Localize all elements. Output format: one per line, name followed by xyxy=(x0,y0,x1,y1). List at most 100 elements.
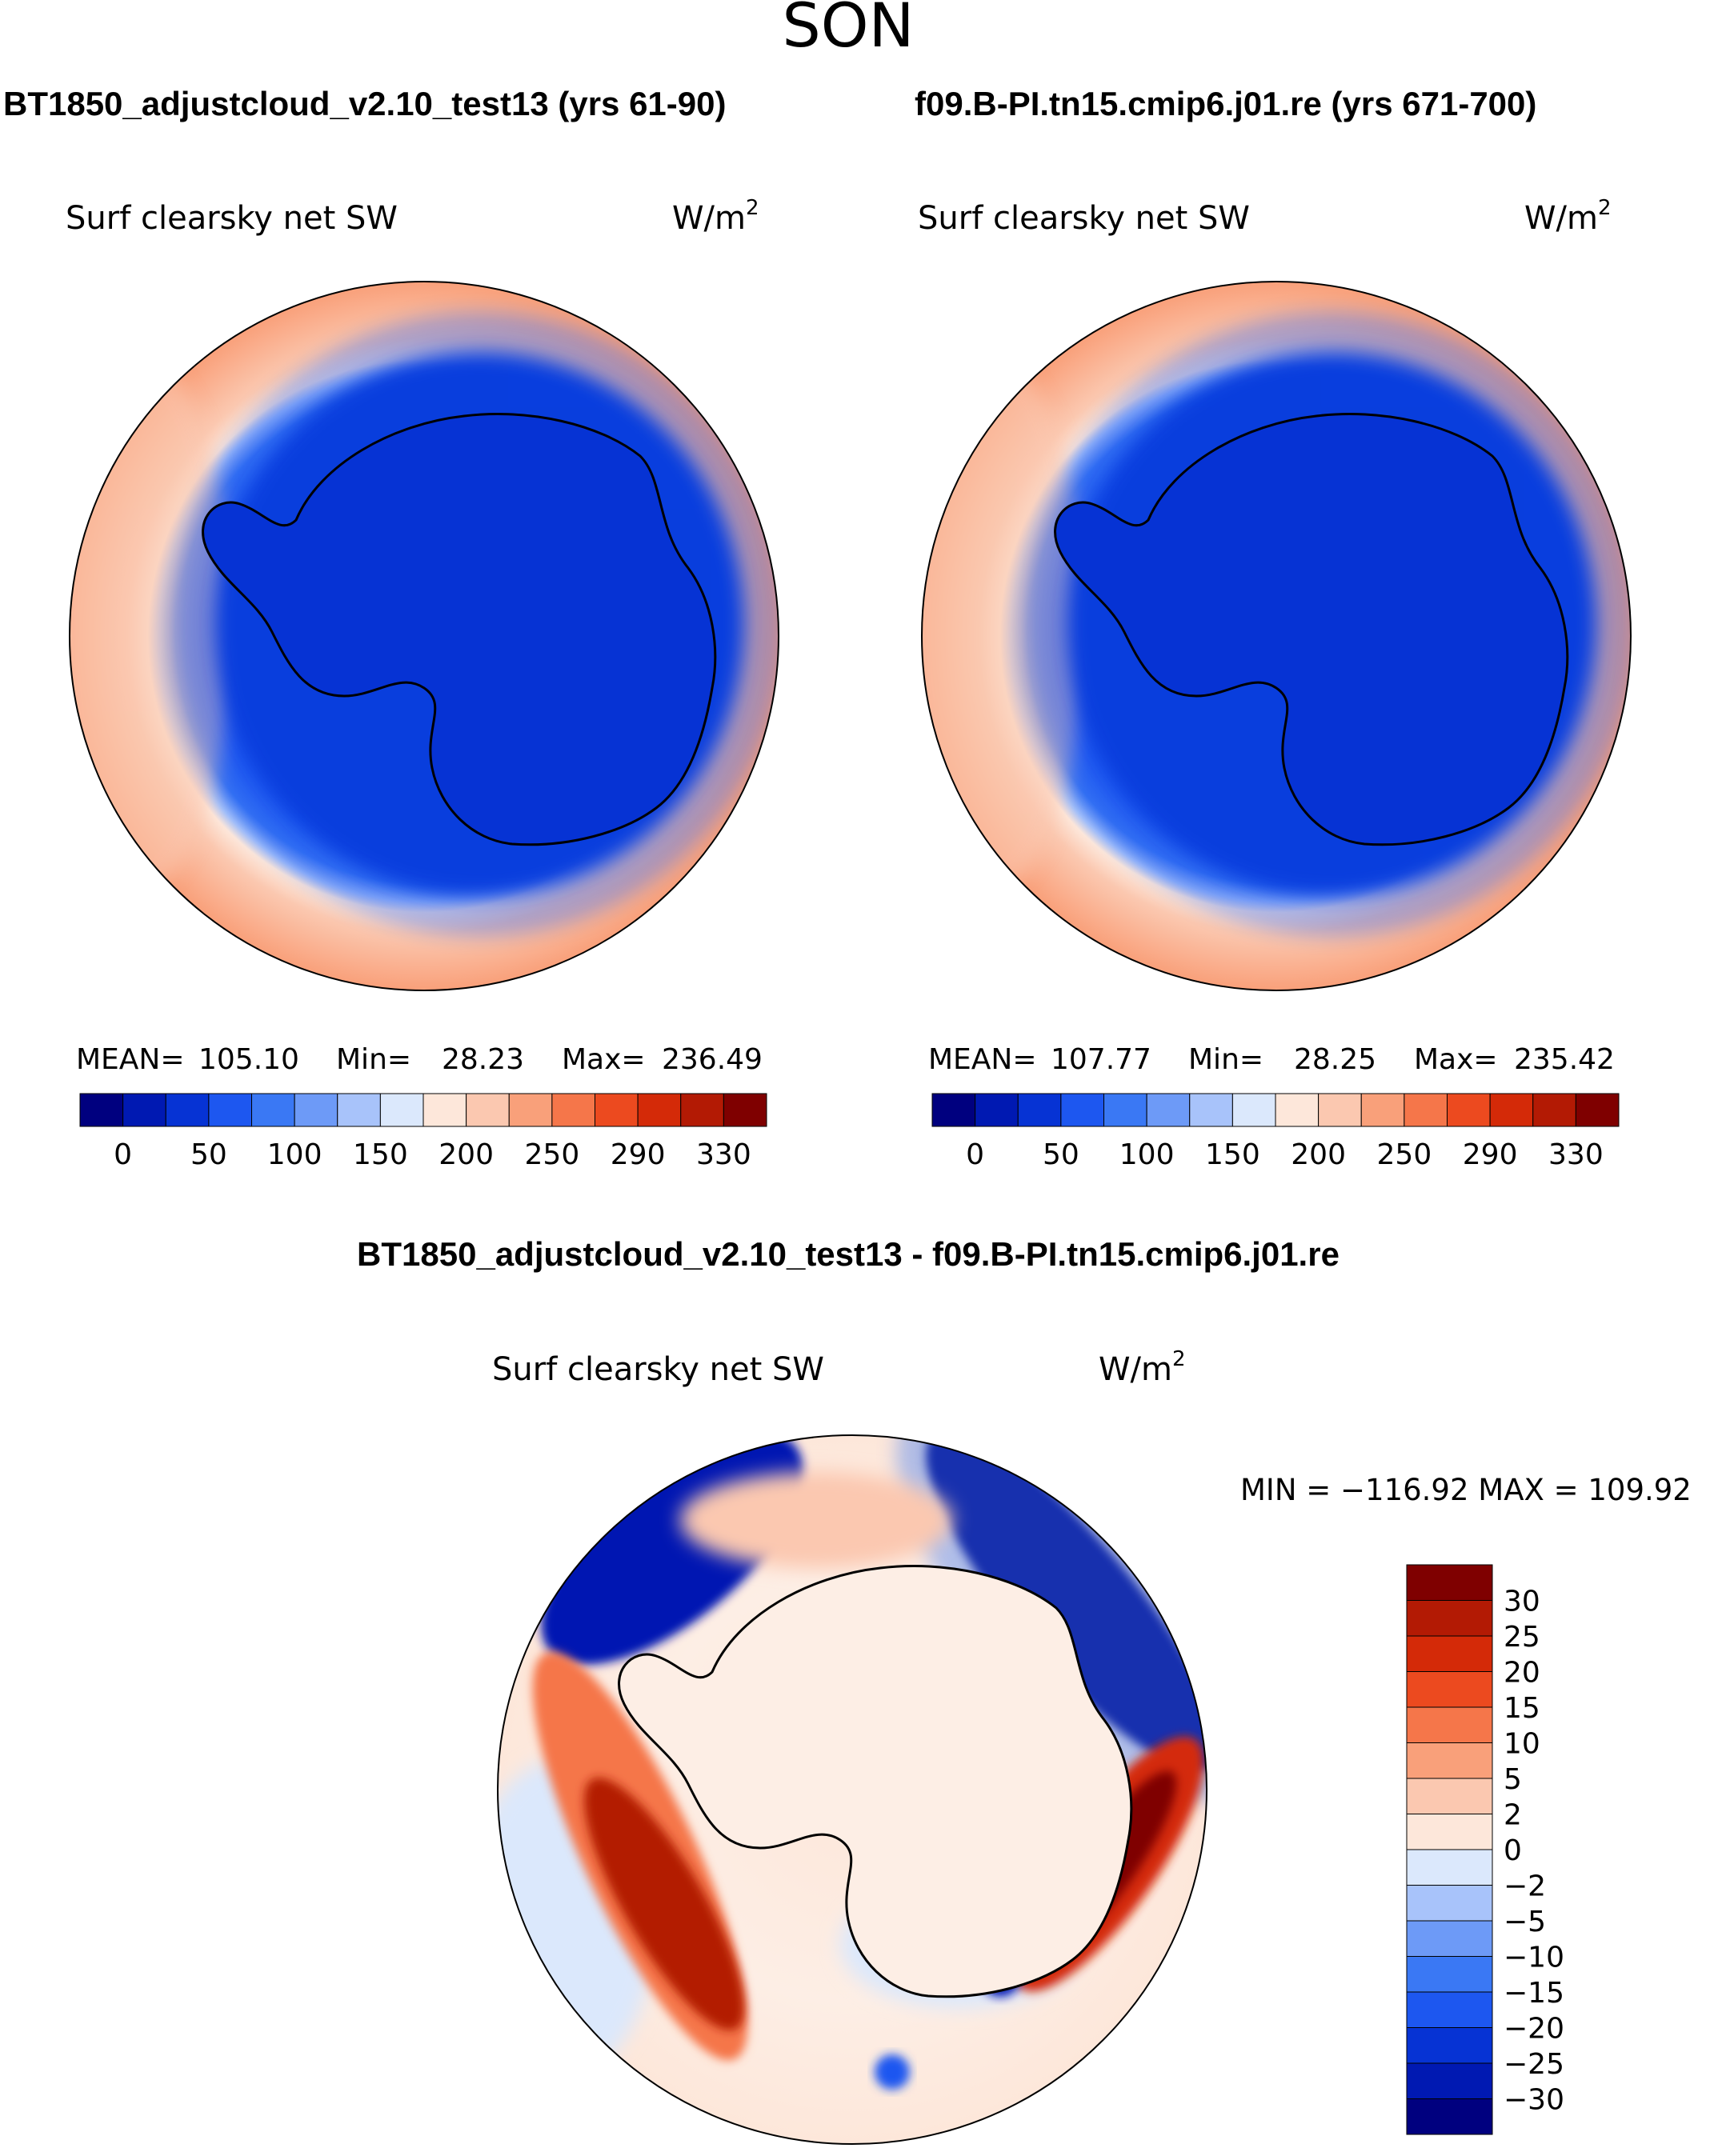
panel-diff-map-border xyxy=(497,1434,1207,2145)
colorbar-tick-label: 250 xyxy=(525,1138,580,1171)
panel-right: f09.B-PI.tn15.cmip6.j01.re (yrs 671-700)… xyxy=(915,85,1632,1171)
colorbar-tick-label: −5 xyxy=(1504,1906,1546,1938)
colorbar-swatch xyxy=(337,1093,381,1127)
colorbar-tick-label: 200 xyxy=(439,1138,494,1171)
colorbar-swatch xyxy=(1146,1093,1191,1127)
colorbar-swatch xyxy=(1406,2098,1493,2135)
panel-right-units: W/m2 xyxy=(1524,196,1612,237)
colorbar-swatch xyxy=(1406,2062,1493,2099)
panel-left-units: W/m2 xyxy=(672,196,759,237)
colorbar-tick-label: 0 xyxy=(1504,1834,1522,1867)
colorbar-swatch xyxy=(1404,1093,1448,1127)
colorbar-swatch xyxy=(466,1093,510,1127)
colorbar-swatch xyxy=(165,1093,210,1127)
colorbar-swatch xyxy=(1575,1093,1620,1127)
colorbar-tick-label: 0 xyxy=(114,1138,132,1171)
colorbar-tick-label: 50 xyxy=(190,1138,227,1171)
colorbar-tick-label: −15 xyxy=(1504,1977,1564,2010)
colorbar-swatch xyxy=(1406,1920,1493,1957)
colorbar-swatch xyxy=(1189,1093,1233,1127)
colorbar-swatch xyxy=(1406,1849,1493,1886)
min-value: 28.23 xyxy=(442,1043,524,1076)
max-value: 235.42 xyxy=(1514,1043,1615,1076)
panel-left: BT1850_adjustcloud_v2.10_test13 (yrs 61-… xyxy=(3,85,779,1171)
colorbar-tick-label: 330 xyxy=(1548,1138,1604,1171)
colorbar-swatch xyxy=(931,1093,976,1127)
mean-value: 107.77 xyxy=(1051,1043,1151,1076)
colorbar-tick-label: −25 xyxy=(1504,2048,1564,2081)
mean-label: MEAN= xyxy=(928,1043,1037,1076)
colorbar-swatch xyxy=(1532,1093,1576,1127)
panel-diff-stats: MIN = −116.92 MAX = 109.92 xyxy=(1240,1473,1692,1507)
colorbar-tick-label: 30 xyxy=(1504,1586,1540,1618)
colorbar-swatch xyxy=(379,1093,424,1127)
colorbar-swatch xyxy=(1231,1093,1276,1127)
panel-left-map-border xyxy=(69,281,779,991)
colorbar-swatch xyxy=(1275,1093,1320,1127)
colorbar-tick-label: 250 xyxy=(1377,1138,1432,1171)
min-label: Min= xyxy=(336,1043,411,1076)
colorbar-swatch xyxy=(1406,1956,1493,1993)
colorbar-tick-label: 50 xyxy=(1043,1138,1079,1171)
colorbar-swatch xyxy=(1406,1706,1493,1743)
colorbar-tick-label: 200 xyxy=(1291,1138,1346,1171)
colorbar-swatch xyxy=(1406,1778,1493,1814)
colorbar-tick-label: 290 xyxy=(1463,1138,1518,1171)
colorbar-swatch xyxy=(208,1093,252,1127)
colorbar-swatch xyxy=(122,1093,166,1127)
panel-right-map xyxy=(922,282,1631,990)
figure-title: SON xyxy=(783,0,915,61)
colorbar-tick-label: 5 xyxy=(1504,1763,1522,1796)
panel-diff-map xyxy=(498,1435,1207,2144)
panel-diff: BT1850_adjustcloud_v2.10_test13 - f09.B-… xyxy=(357,1235,1692,2145)
panel-left-map xyxy=(70,282,779,990)
colorbar-swatch xyxy=(1406,1991,1493,2028)
colorbar-tick-label: 0 xyxy=(966,1138,984,1171)
colorbar-swatch xyxy=(251,1093,295,1127)
colorbar-swatch xyxy=(1406,1635,1493,1672)
min-value: 28.25 xyxy=(1294,1043,1376,1076)
colorbar-swatch xyxy=(1060,1093,1104,1127)
max-value: 236.49 xyxy=(662,1043,763,1076)
colorbar-tick-label: 10 xyxy=(1504,1728,1540,1761)
colorbar-tick-label: 25 xyxy=(1504,1621,1540,1654)
panel-diff-units: W/m2 xyxy=(1099,1347,1186,1388)
colorbar-tick-label: 2 xyxy=(1504,1799,1522,1832)
panel-right-colorbar: 0 50 100 150 200 250 290 330 xyxy=(931,1093,1620,1171)
panel-left-title: BT1850_adjustcloud_v2.10_test13 (yrs 61-… xyxy=(3,85,726,122)
colorbar-swatch xyxy=(637,1093,682,1127)
panel-right-variable: Surf clearsky net SW xyxy=(918,200,1250,237)
colorbar-tick-label: 100 xyxy=(267,1138,322,1171)
min-label: Min= xyxy=(1188,1043,1263,1076)
colorbar-swatch xyxy=(422,1093,467,1127)
max-label: Max= xyxy=(1414,1043,1498,1076)
colorbar-swatch xyxy=(975,1093,1019,1127)
colorbar-swatch xyxy=(1406,1742,1493,1779)
mean-label: MEAN= xyxy=(76,1043,185,1076)
colorbar-swatch xyxy=(294,1093,338,1127)
panel-right-stats: MEAN= 107.77 Min= 28.25 Max= 235.42 xyxy=(928,1043,1615,1076)
colorbar-swatch xyxy=(1406,1564,1493,1601)
colorbar-tick-label: −10 xyxy=(1504,1942,1564,1974)
colorbar-swatch xyxy=(508,1093,553,1127)
panel-left-colorbar: 0 50 100 150 200 250 290 330 xyxy=(79,1093,767,1171)
colorbar-swatch xyxy=(1406,2027,1493,2064)
panel-right-title: f09.B-PI.tn15.cmip6.j01.re (yrs 671-700) xyxy=(915,85,1536,122)
panel-left-stats: MEAN= 105.10 Min= 28.23 Max= 236.49 xyxy=(76,1043,763,1076)
panel-diff-title: BT1850_adjustcloud_v2.10_test13 - f09.B-… xyxy=(357,1235,1340,1273)
colorbar-swatch xyxy=(1489,1093,1534,1127)
colorbar-tick-label: 150 xyxy=(1205,1138,1260,1171)
colorbar-swatch xyxy=(1017,1093,1062,1127)
colorbar-tick-label: 150 xyxy=(353,1138,408,1171)
max-label: Max= xyxy=(562,1043,646,1076)
colorbar-swatch xyxy=(723,1093,767,1127)
colorbar-swatch xyxy=(1406,1600,1493,1637)
panel-diff-variable: Surf clearsky net SW xyxy=(492,1351,824,1388)
colorbar-tick-label: 330 xyxy=(696,1138,751,1171)
colorbar-swatch xyxy=(595,1093,639,1127)
colorbar-swatch xyxy=(1406,1885,1493,1922)
colorbar-swatch xyxy=(680,1093,724,1127)
colorbar-swatch xyxy=(1447,1093,1491,1127)
